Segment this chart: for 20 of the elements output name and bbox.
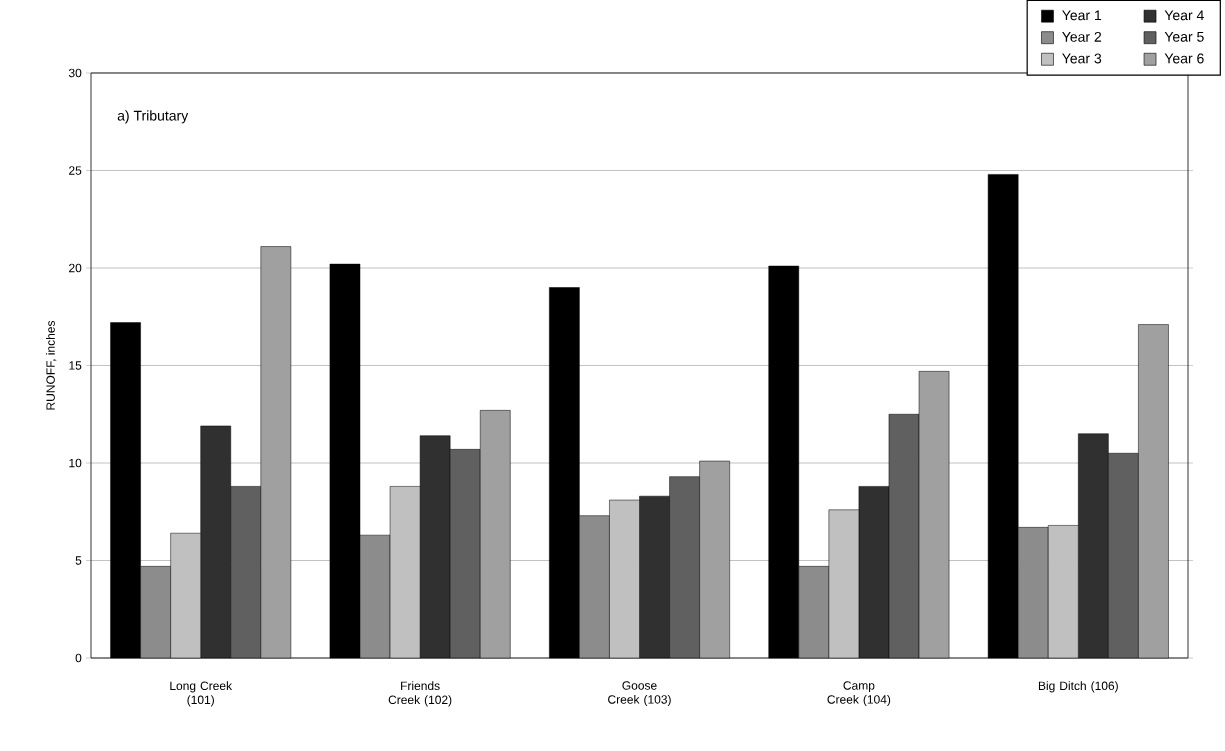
y-tick-label: 5: [75, 556, 82, 565]
legend-label: Year 6: [1164, 53, 1204, 64]
y-axis-title: RUNOFF, inches: [46, 320, 57, 410]
x-tick-label: Long Creek (101): [170, 681, 233, 707]
legend-label: Year 2: [1062, 31, 1102, 42]
legend-label: Year 5: [1164, 31, 1204, 42]
y-tick-label: 30: [68, 68, 82, 78]
y-tick-label: 25: [69, 166, 82, 175]
y-tick-label: 15: [69, 361, 82, 370]
x-tick-label: Goose Creek (103): [608, 681, 671, 707]
y-tick-label: 0: [75, 653, 82, 663]
annotation: a) Tributary: [117, 110, 189, 124]
y-tick-label: 10: [69, 458, 82, 468]
legend-label: Year 1: [1062, 10, 1102, 21]
x-tick-label: Big Ditch (106): [1038, 681, 1118, 693]
y-tick-label: 20: [69, 263, 82, 273]
x-tick-label: Friends Creek (102): [388, 681, 452, 707]
legend-label: Year 4: [1164, 10, 1204, 21]
x-tick-label: Camp Creek (104): [827, 681, 891, 707]
legend-label: Year 3: [1062, 53, 1102, 64]
